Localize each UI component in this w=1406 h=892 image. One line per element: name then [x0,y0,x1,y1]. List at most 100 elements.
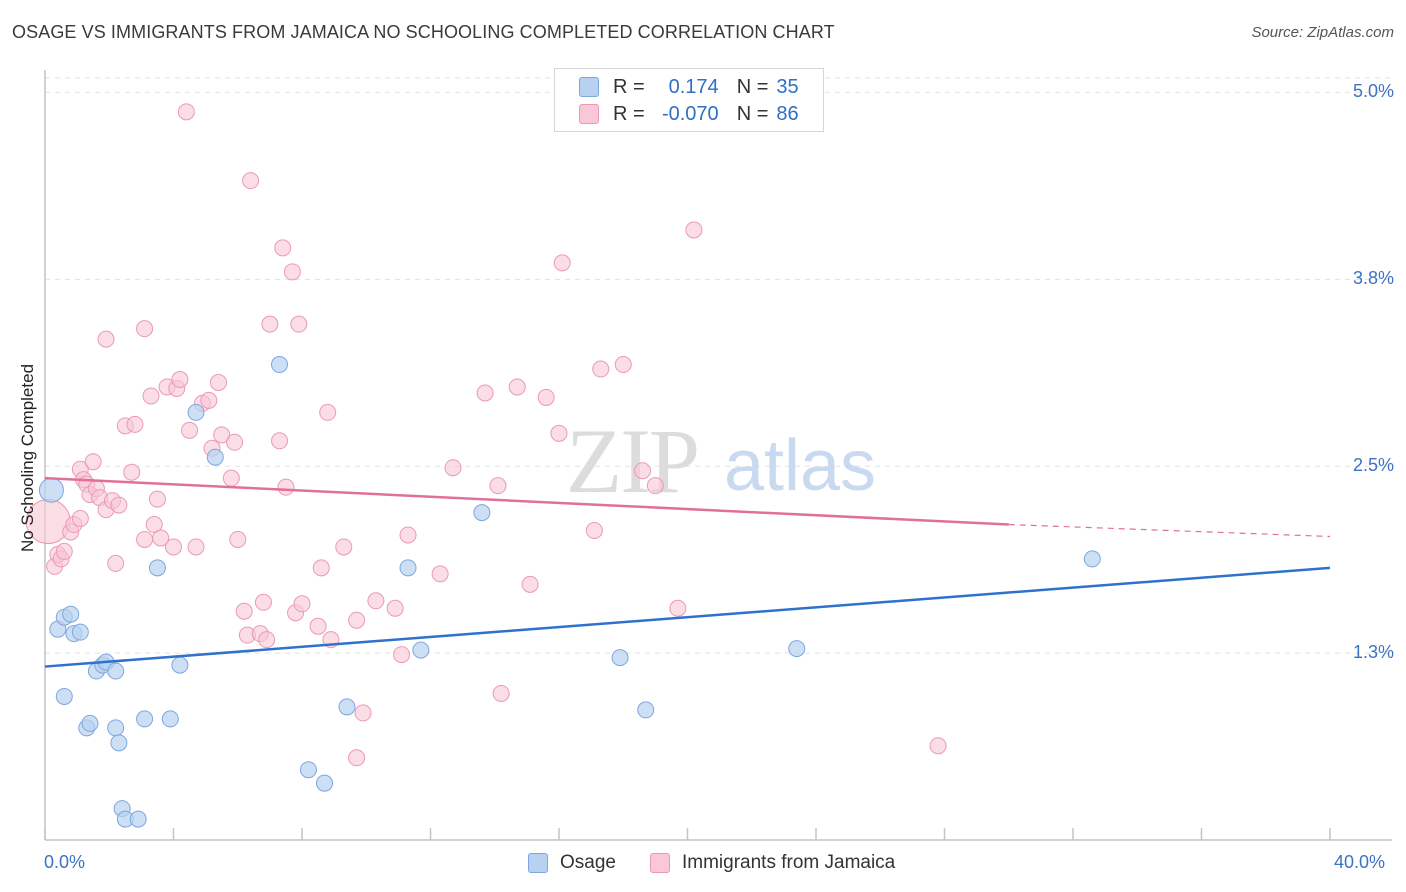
jamaica-point [200,391,218,409]
osage-points [38,356,1101,828]
jamaica-point [209,373,227,391]
jamaica-point [312,559,330,577]
jamaica-point [646,477,664,495]
jamaica-point [136,320,154,338]
jamaica-point [226,433,244,451]
legend-row-jamaica: R = -0.070 N = 86 [579,102,799,126]
osage-point [129,810,147,828]
jamaica-point [592,360,610,378]
jamaica-point [277,478,295,496]
jamaica-point [84,453,102,471]
jamaica-trend-line [44,476,1009,526]
jamaica-point [508,378,526,396]
osage-point [161,710,179,728]
jamaica-point [431,565,449,583]
osage-r-value: 0.174 [668,75,719,98]
jamaica-point [107,554,125,572]
jamaica-point [187,538,205,556]
watermark: ZIP atlas [566,410,876,512]
jamaica-n-label: N = [736,102,769,125]
jamaica-r-label: R = [613,102,645,125]
osage-point [187,403,205,421]
source-credit: Source: ZipAtlas.com [1251,24,1394,41]
osage-point [55,687,73,705]
jamaica-point [126,415,144,433]
jamaica-points [25,103,947,767]
jamaica-point [553,254,571,272]
y-axis-title: No Schooling Completed [18,363,37,553]
osage-point [71,623,89,641]
jamaica-point [97,330,115,348]
osage-point [637,701,655,719]
jamaica-point [290,315,308,333]
osage-n-label: N = [736,75,769,98]
jamaica-point [348,611,366,629]
jamaica-point [274,239,292,257]
jamaica-point [489,477,507,495]
jamaica-point [367,592,385,610]
watermark-atlas: atlas [724,426,876,506]
jamaica-point [492,684,510,702]
jamaica-point [685,221,703,239]
jamaica-swatch [579,104,599,124]
osage-point [412,641,430,659]
jamaica-point [634,462,652,480]
osage-point [148,559,166,577]
trend-lines [44,476,1331,668]
jamaica-point [242,172,260,190]
jamaica-point [110,496,128,514]
jamaica-point [152,529,170,547]
jamaica-point [148,490,166,508]
osage-point [81,714,99,732]
osage-point [38,477,64,503]
series-legend: Osage Immigrants from Jamaica [528,852,929,874]
jamaica-point [335,538,353,556]
jamaica-point [550,424,568,442]
osage-point [473,504,491,522]
osage-point [110,734,128,752]
gridlines [45,77,1392,654]
osage-legend-swatch [528,853,548,873]
osage-point [62,605,80,623]
jamaica-trend-extension [1008,523,1331,538]
jamaica-point [585,522,603,540]
jamaica-point [283,263,301,281]
jamaica-point [614,356,632,374]
osage-point [299,761,317,779]
osage-point [136,710,154,728]
jamaica-point [181,421,199,439]
jamaica-point [123,463,141,481]
jamaica-r-value: -0.070 [661,102,719,125]
legend-row-osage: R = 0.174 N = 35 [579,75,799,99]
osage-point [1083,550,1101,568]
osage-point [315,774,333,792]
jamaica-point [258,631,276,649]
osage-point [107,719,125,737]
y-tick-label: 3.8% [1352,268,1394,289]
jamaica-point [521,575,539,593]
jamaica-point [386,599,404,617]
jamaica-point [537,388,555,406]
y-tick-label: 1.3% [1352,642,1394,663]
jamaica-point [254,593,272,611]
jamaica-point [293,595,311,613]
jamaica-legend-swatch [649,853,670,873]
jamaica-point [348,749,366,767]
watermark-zip: ZIP [566,410,698,512]
jamaica-point [476,384,494,402]
y-tick-label: 2.5% [1352,455,1394,476]
jamaica-point [71,510,89,528]
jamaica-legend-label: Immigrants from Jamaica [681,852,896,873]
osage-point [788,640,806,658]
osage-legend-label: Osage [560,852,616,873]
osage-point [271,356,289,374]
osage-point [611,649,629,667]
jamaica-point [393,646,411,664]
jamaica-point [399,526,417,544]
axes [44,70,1392,841]
osage-point [399,559,417,577]
jamaica-point [177,103,195,121]
jamaica-point [271,432,289,450]
osage-point [107,662,125,680]
legend-item-osage: Osage [528,852,616,874]
